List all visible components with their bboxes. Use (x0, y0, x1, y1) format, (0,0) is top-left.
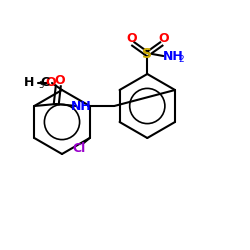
Text: NH: NH (163, 50, 184, 62)
Text: NH: NH (71, 100, 92, 112)
Text: O: O (126, 32, 136, 46)
Text: S: S (142, 47, 152, 61)
Text: C: C (40, 76, 50, 88)
Text: O: O (158, 32, 168, 46)
Text: 3: 3 (38, 80, 43, 90)
Text: Cl: Cl (72, 142, 85, 154)
Text: H: H (24, 76, 34, 88)
Text: O: O (54, 74, 64, 88)
Text: O: O (46, 76, 56, 88)
Text: 2: 2 (178, 54, 184, 64)
